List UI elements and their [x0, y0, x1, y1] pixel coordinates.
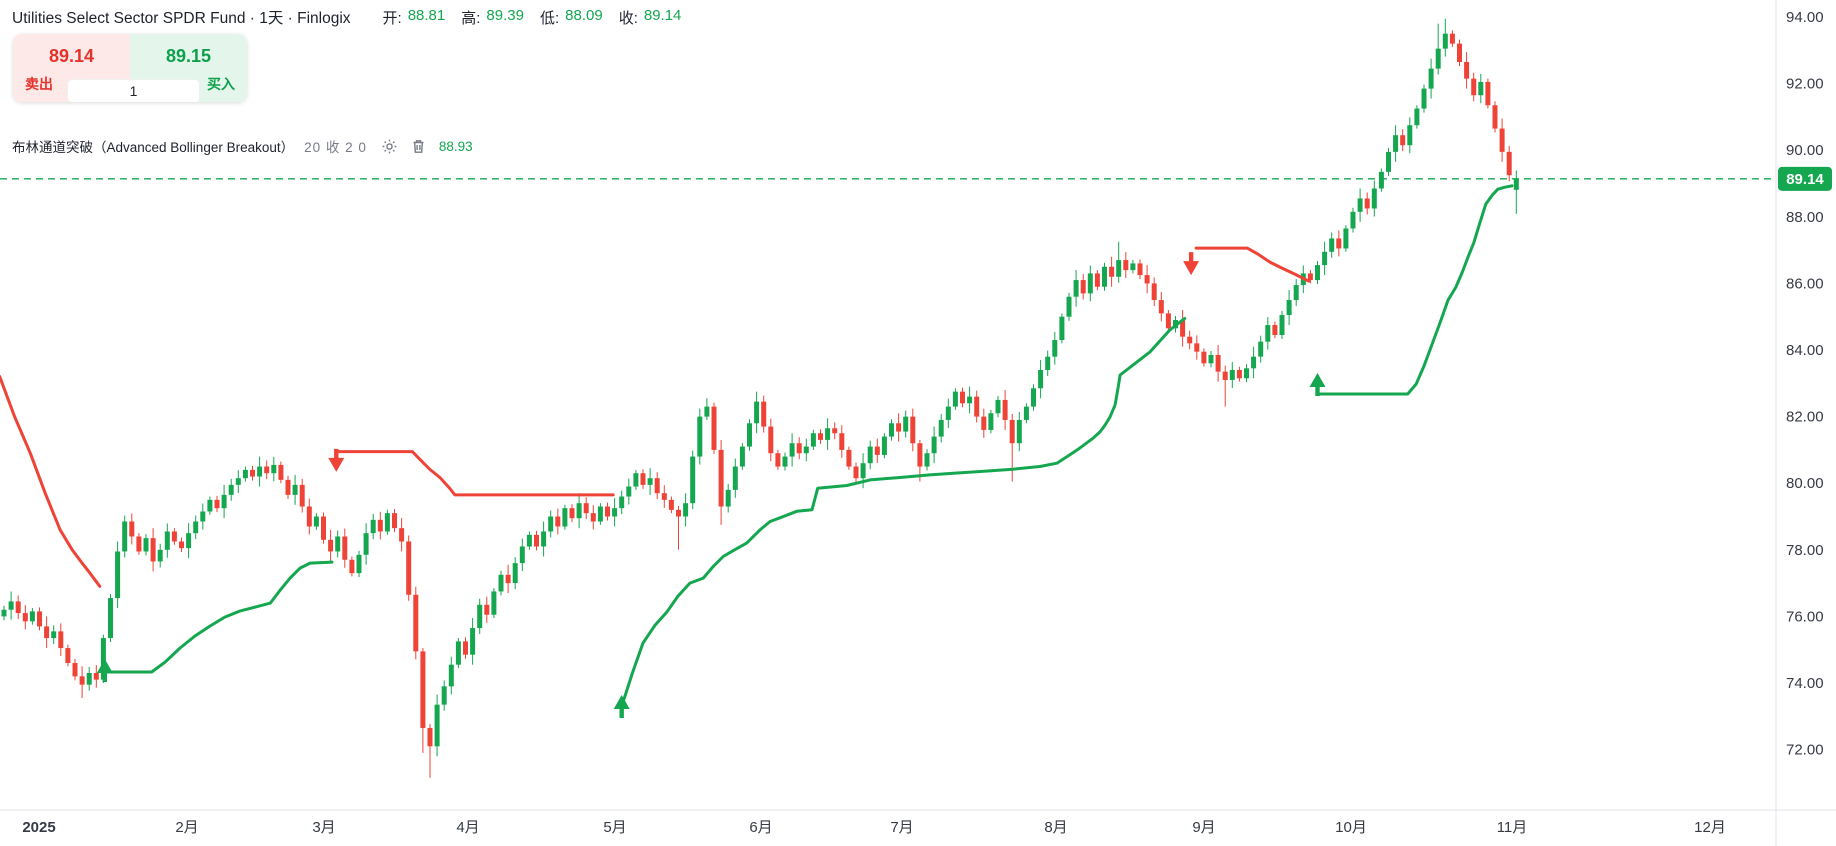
svg-text:8月: 8月	[1044, 819, 1067, 836]
svg-text:76.00: 76.00	[1786, 608, 1824, 625]
buy-signal-arrow	[613, 694, 630, 718]
svg-text:89.14: 89.14	[1786, 171, 1824, 188]
svg-text:4月: 4月	[456, 819, 479, 836]
indicator-row: 布林通道突破（Advanced Bollinger Breakout） 20 收…	[12, 136, 473, 156]
svg-text:7月: 7月	[890, 819, 913, 836]
buy-price: 89.15	[165, 46, 212, 66]
svg-text:72.00: 72.00	[1786, 742, 1824, 759]
close-label: 收:	[618, 9, 638, 27]
time-axis[interactable]	[0, 810, 1776, 846]
svg-text:11月: 11月	[1497, 819, 1528, 836]
last-price-badge: 89.14	[1778, 166, 1832, 191]
svg-text:12月: 12月	[1694, 819, 1726, 836]
svg-text:92.00: 92.00	[1786, 76, 1824, 93]
gear-icon[interactable]	[381, 138, 398, 155]
svg-text:3月: 3月	[312, 819, 335, 836]
sell-label: 卖出	[25, 76, 53, 92]
svg-text:78.00: 78.00	[1786, 542, 1824, 559]
trash-icon[interactable]	[410, 138, 427, 155]
price-axis[interactable]	[1776, 0, 1836, 810]
svg-text:86.00: 86.00	[1786, 275, 1824, 292]
close-value: 89.14	[643, 6, 682, 24]
svg-text:84.00: 84.00	[1786, 342, 1824, 359]
trailing-stop-lines	[0, 184, 1514, 708]
svg-text:88.00: 88.00	[1786, 209, 1824, 226]
buy-label: 买入	[207, 76, 235, 92]
ohlc-readout: 开: 88.81 高: 89.39 低: 88.09 收: 89.14	[373, 7, 682, 28]
price-axis-labels: 94.00 92.00 90.00 88.00 86.00 84.00 82.00 80.00…	[1786, 9, 1824, 759]
symbol-title[interactable]: Utilities Select Sector SPDR Fund · 1天 ·…	[12, 10, 351, 27]
signal-arrows	[96, 252, 1326, 718]
svg-text:2月: 2月	[175, 819, 198, 836]
svg-text:10月: 10月	[1335, 819, 1367, 836]
svg-text:82.00: 82.00	[1786, 409, 1824, 426]
svg-text:9月: 9月	[1192, 819, 1215, 836]
open-value: 88.81	[407, 6, 446, 24]
svg-text:80.00: 80.00	[1786, 475, 1824, 492]
sell-signal-arrow	[1183, 252, 1200, 276]
svg-text:94.00: 94.00	[1786, 9, 1824, 26]
high-value: 89.39	[486, 6, 524, 24]
low-label: 低:	[539, 9, 560, 27]
buy-signal-arrow	[96, 659, 113, 683]
high-label: 高:	[461, 9, 481, 27]
indicator-params: 20 收 2 0	[304, 140, 367, 155]
buy-signal-arrow	[1309, 372, 1326, 396]
svg-text:90.00: 90.00	[1786, 142, 1824, 159]
svg-text:74.00: 74.00	[1786, 675, 1824, 692]
svg-text:2025: 2025	[22, 819, 55, 836]
indicator-name[interactable]: 布林通道突破（Advanced Bollinger Breakout）	[12, 140, 295, 155]
open-label: 开:	[382, 9, 402, 27]
time-axis-labels: 2025 2月 3月 4月 5月 6月 7月 8月 9月 10月 11月 12月	[22, 819, 1726, 836]
candles-layer	[1, 18, 1519, 778]
order-widget: 89.14 卖出 89.15 买入	[13, 34, 247, 102]
chart-header: Utilities Select Sector SPDR Fund · 1天 ·…	[12, 6, 681, 28]
quantity-input[interactable]	[67, 79, 200, 102]
indicator-value: 88.93	[438, 138, 473, 154]
sell-signal-arrow	[328, 448, 345, 472]
svg-text:5月: 5月	[603, 819, 626, 836]
low-value: 88.09	[565, 6, 603, 24]
svg-text:6月: 6月	[749, 819, 772, 836]
sell-price: 89.14	[48, 46, 95, 66]
